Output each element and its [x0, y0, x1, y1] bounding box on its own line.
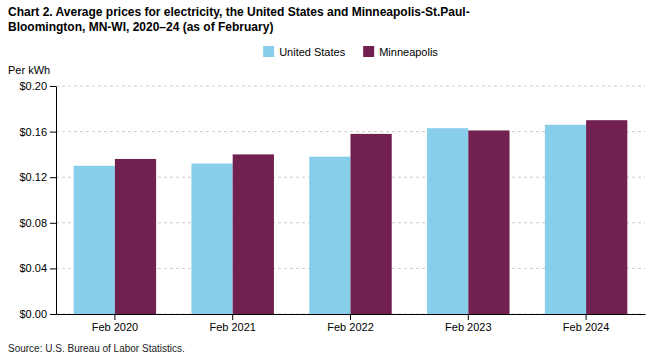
bar — [115, 159, 156, 314]
legend-swatch — [363, 46, 374, 57]
y-tick: $0.08 — [19, 217, 56, 229]
y-tick-mark — [50, 177, 56, 178]
x-tick: Feb 2022 — [327, 314, 373, 333]
x-tick-label: Feb 2021 — [209, 321, 255, 333]
x-tick-mark — [350, 314, 351, 320]
x-tick-label: Feb 2024 — [563, 321, 609, 333]
bar — [74, 166, 115, 314]
bars — [74, 120, 628, 314]
y-tick-mark — [50, 223, 56, 224]
y-tick-label: $0.16 — [19, 126, 47, 138]
y-tick: $0.12 — [19, 171, 56, 183]
x-tick-label: Feb 2020 — [92, 321, 138, 333]
y-tick-mark — [50, 86, 56, 87]
x-tick: Feb 2020 — [92, 314, 138, 333]
bar — [427, 128, 468, 314]
bar-series — [115, 120, 627, 314]
y-tick: $0.20 — [19, 80, 56, 92]
bar — [545, 125, 586, 314]
grid-line — [56, 86, 645, 87]
legend-item: Minneapolis — [363, 46, 438, 58]
bar — [191, 164, 232, 314]
y-tick: $0.16 — [19, 126, 56, 138]
y-tick-mark — [50, 268, 56, 269]
legend-label: Minneapolis — [379, 46, 438, 58]
y-tick-label: $0.08 — [19, 217, 47, 229]
bar — [586, 120, 627, 314]
y-tick-mark — [50, 132, 56, 133]
x-tick-label: Feb 2022 — [327, 321, 373, 333]
x-tick: Feb 2024 — [563, 314, 609, 333]
title: Chart 2. Average prices for electricity,… — [8, 5, 470, 34]
y-axis: $0.00 $0.04 $0.08 $0.12 $0.16 $0.20 — [19, 80, 56, 320]
bar — [309, 157, 350, 314]
bar — [351, 134, 392, 314]
x-tick-label: Feb 2023 — [445, 321, 491, 333]
bar — [468, 130, 509, 314]
x-tick-mark — [114, 314, 115, 320]
y-tick-label: $0.20 — [19, 80, 47, 92]
y-tick: $0.04 — [19, 262, 56, 274]
x-tick: Feb 2021 — [209, 314, 255, 333]
legend-swatch — [263, 46, 274, 57]
y-axis-label: Per kWh — [8, 64, 50, 76]
y-axis-line — [56, 87, 57, 315]
x-axis: Feb 2020 Feb 2021 Feb 2022 Feb 2023 Feb 2024 — [57, 314, 646, 333]
y-tick-label: $0.00 — [19, 308, 47, 320]
annotation: Source: U.S. Bureau of Labor Statistics. — [8, 343, 185, 354]
y-tick-label: $0.04 — [19, 262, 47, 274]
x-tick-mark — [232, 314, 233, 320]
x-tick-mark — [468, 314, 469, 320]
y-tick-mark — [50, 314, 56, 315]
chart: Chart 2. Average prices for electricity,… — [0, 0, 661, 360]
legend-item: United States — [263, 46, 346, 58]
y-tick-label: $0.12 — [19, 171, 47, 183]
bar — [233, 154, 274, 314]
bar-series — [74, 125, 586, 314]
x-tick: Feb 2023 — [445, 314, 491, 333]
plot: $0.00$0.04$0.08$0.12$0.16$0.20Feb 2020Fe… — [19, 80, 645, 333]
grid — [56, 86, 645, 314]
x-tick-mark — [586, 314, 587, 320]
legend: United States Minneapolis — [263, 46, 438, 58]
legend-label: United States — [279, 46, 346, 58]
y-tick: $0.00 — [19, 308, 56, 320]
